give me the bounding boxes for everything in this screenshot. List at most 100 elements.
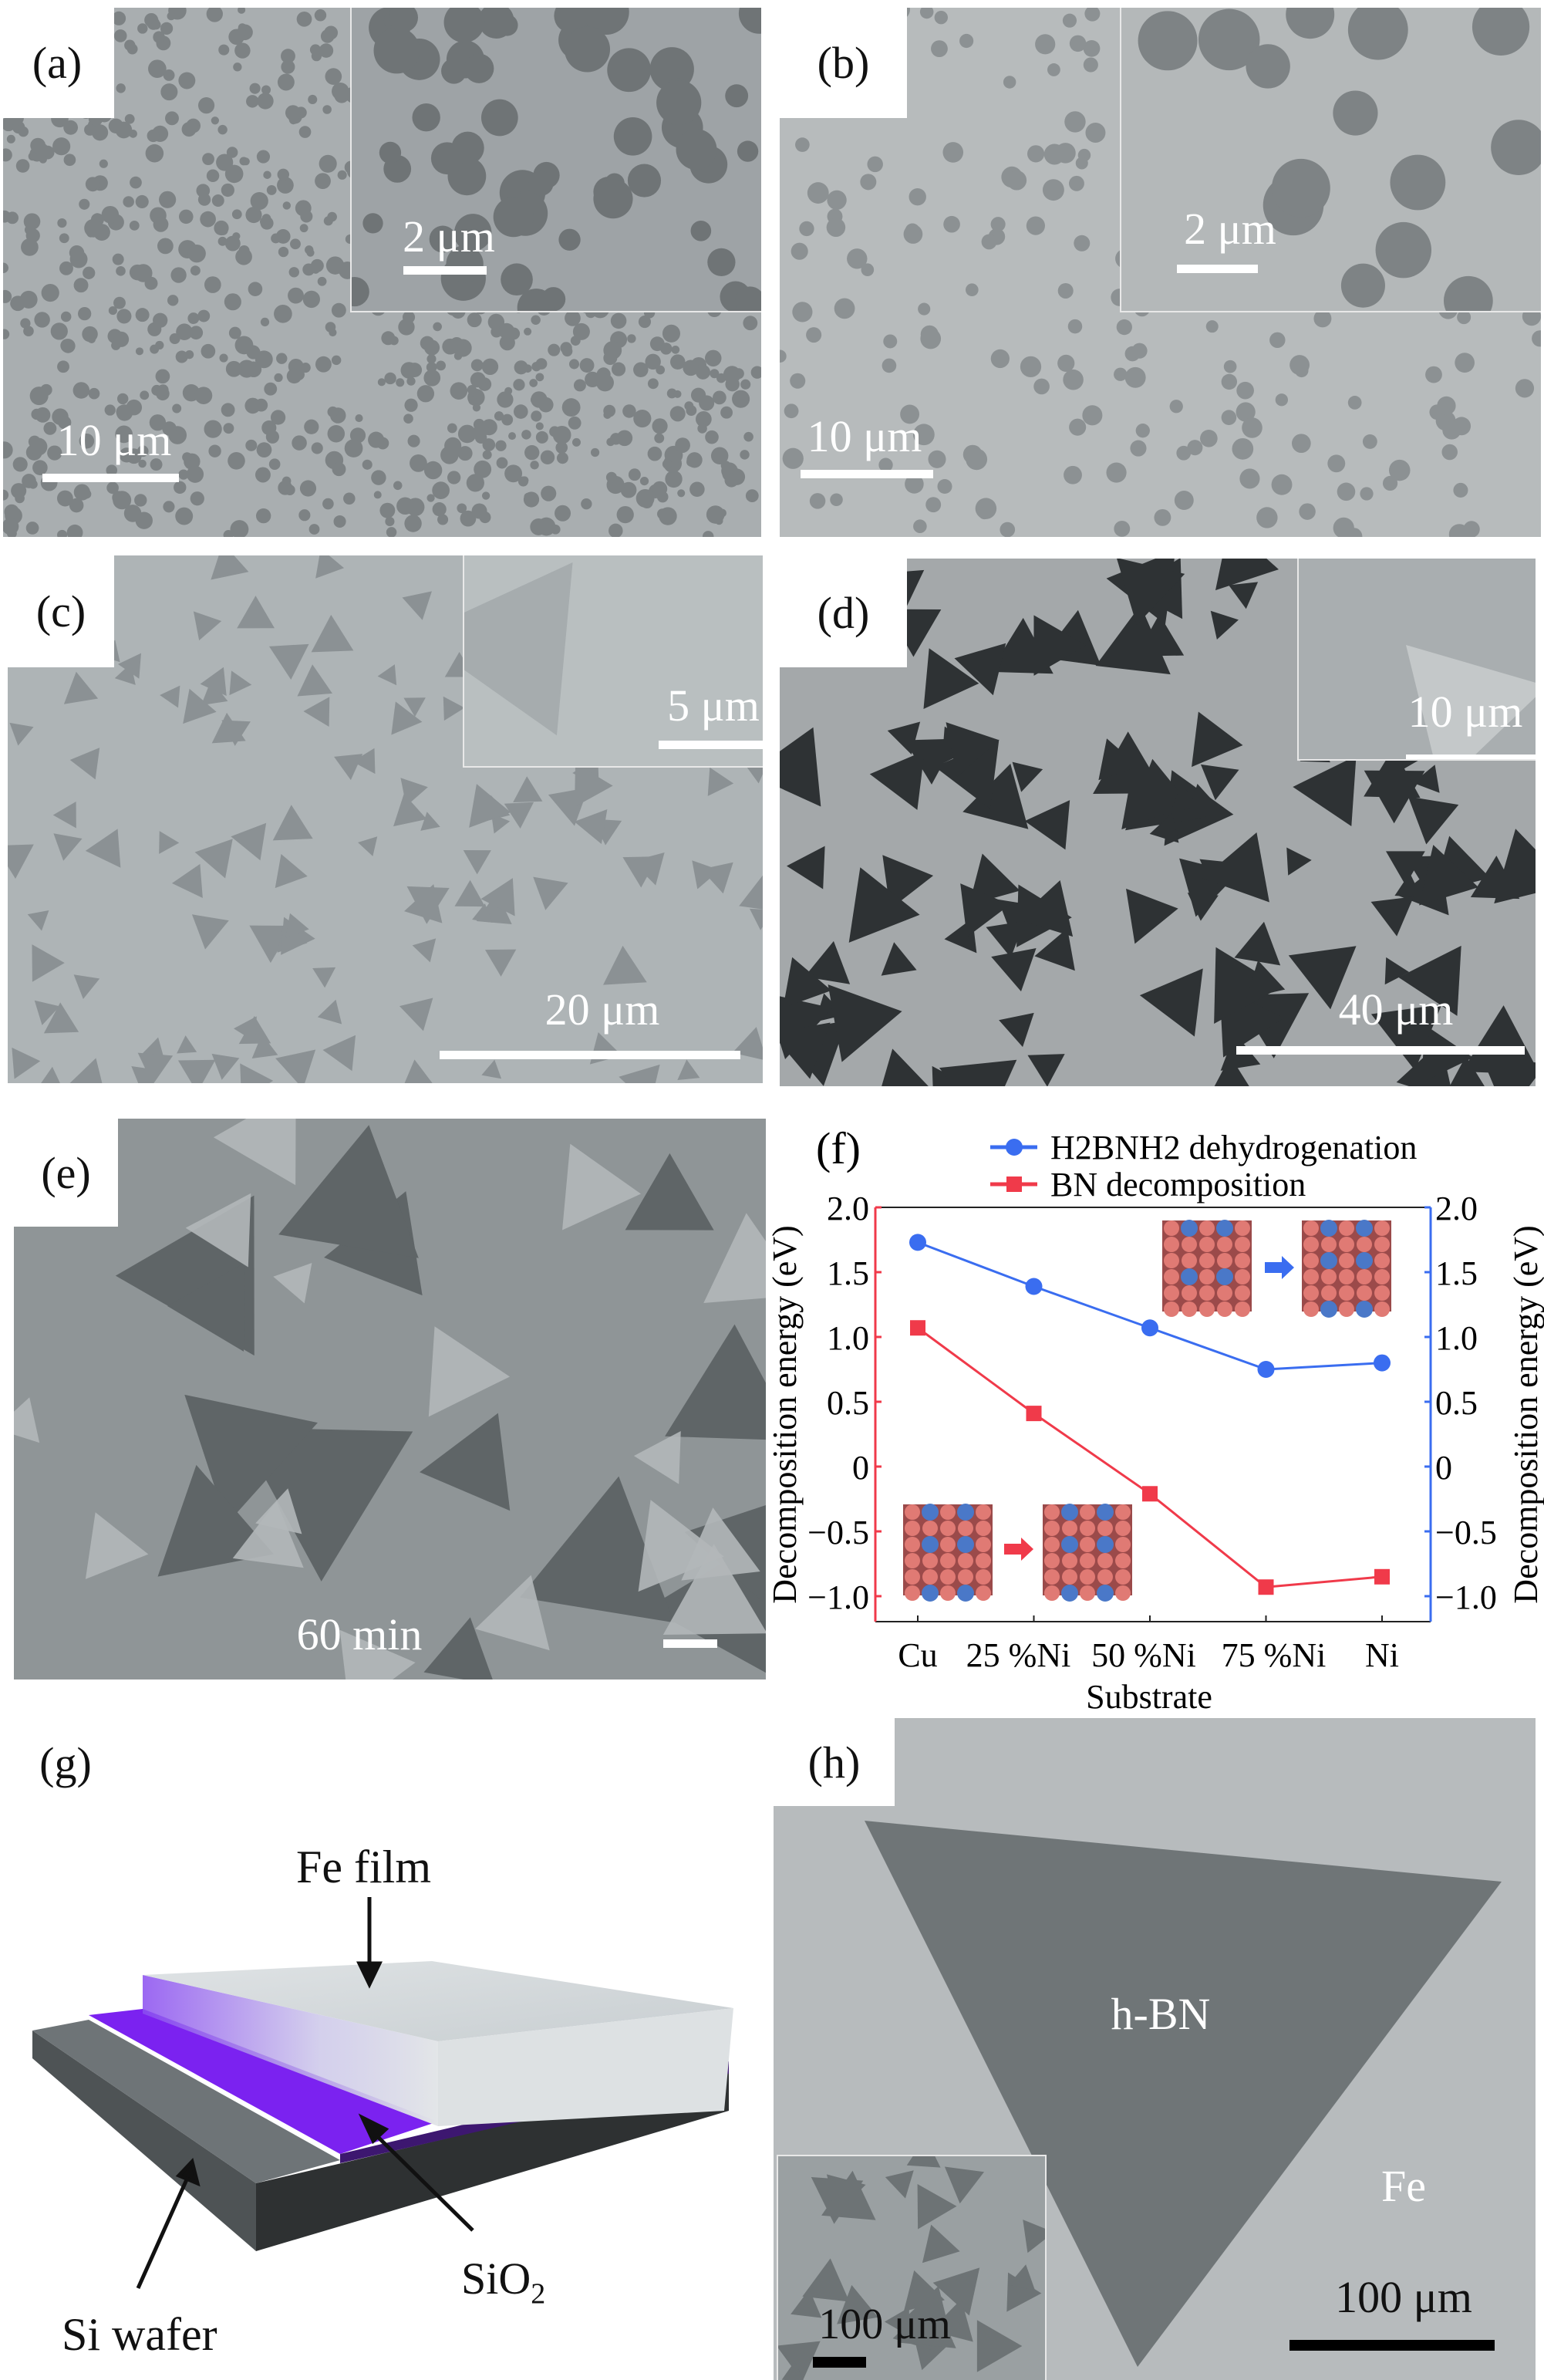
panel-h-label: (h) bbox=[774, 1718, 895, 1806]
island-domain bbox=[480, 99, 518, 137]
island-domain bbox=[228, 326, 241, 339]
triangle-domain bbox=[201, 680, 228, 706]
fe-film-label: Fe film bbox=[296, 1842, 431, 1892]
island-domain bbox=[689, 481, 705, 498]
ni-atom bbox=[957, 1585, 974, 1602]
triangle-domain bbox=[34, 1000, 60, 1025]
triangle-domain bbox=[513, 776, 543, 802]
island-domain bbox=[79, 433, 95, 449]
island-domain bbox=[20, 318, 31, 329]
triangle-domain bbox=[420, 812, 440, 831]
panel-f-chart: (f) 2.0 2.0 1.5 1.5 1.0 1.0 0.5 0.5 0 0 −0.5 −0.5 −1… bbox=[766, 1123, 1544, 1713]
island-domain bbox=[113, 331, 130, 347]
triangle-domain bbox=[334, 754, 363, 781]
island-domain bbox=[573, 379, 586, 392]
island-domain bbox=[572, 322, 590, 340]
cu-atom bbox=[1374, 1269, 1390, 1285]
cu-atom bbox=[940, 1553, 956, 1568]
triangle-domain bbox=[404, 1059, 433, 1083]
triangle-domain bbox=[677, 1059, 700, 1081]
island-domain bbox=[535, 430, 548, 444]
island-domain bbox=[1003, 76, 1016, 89]
island-domain bbox=[579, 358, 595, 373]
island-domain bbox=[628, 468, 641, 481]
island-domain bbox=[18, 126, 29, 137]
island-domain bbox=[447, 423, 457, 434]
island-domain bbox=[73, 278, 89, 293]
triangle-domain bbox=[231, 822, 267, 861]
panel-d-inset-scale-text: 10 μm bbox=[1407, 687, 1523, 737]
legend-label: H2BNH2 dehydrogenation bbox=[1050, 1129, 1417, 1166]
triangle-domain bbox=[472, 903, 493, 923]
island-domain bbox=[942, 142, 964, 163]
island-domain bbox=[635, 488, 655, 508]
island-domain bbox=[21, 238, 39, 256]
island-domain bbox=[186, 465, 204, 483]
triangle-domain bbox=[278, 1125, 419, 1258]
island-domain bbox=[827, 190, 847, 210]
triangle-domain bbox=[1398, 945, 1461, 1016]
cu-atom bbox=[1080, 1569, 1095, 1585]
triangle-domain bbox=[315, 555, 345, 579]
island-domain bbox=[327, 424, 346, 443]
triangle-domain bbox=[882, 1048, 929, 1086]
island-domain bbox=[792, 302, 813, 322]
ni-atom bbox=[1320, 1301, 1337, 1318]
island-domain bbox=[145, 143, 164, 163]
cu-atom bbox=[1182, 1253, 1197, 1268]
triangle-domain bbox=[946, 722, 1000, 778]
island-domain bbox=[6, 134, 15, 143]
island-domain bbox=[531, 410, 542, 422]
island-domain bbox=[135, 308, 150, 322]
island-domain bbox=[467, 384, 477, 395]
island-domain bbox=[84, 218, 103, 238]
triangle-domain bbox=[1095, 605, 1171, 675]
island-domain bbox=[647, 378, 659, 390]
cu-atom bbox=[1164, 1220, 1179, 1236]
island-domain bbox=[1242, 417, 1263, 438]
island-domain bbox=[931, 40, 948, 58]
island-domain bbox=[1313, 309, 1332, 328]
island-domain bbox=[725, 84, 749, 108]
island-domain bbox=[178, 469, 189, 480]
triangle-domain bbox=[520, 1476, 675, 1623]
island-domain bbox=[1042, 179, 1064, 201]
island-domain bbox=[315, 356, 332, 373]
island-domain bbox=[412, 103, 440, 132]
cu-atom bbox=[1235, 1220, 1250, 1236]
cu-atom bbox=[1164, 1253, 1179, 1268]
island-domain bbox=[531, 315, 541, 325]
island-domain bbox=[468, 396, 477, 405]
cu-atom bbox=[940, 1585, 956, 1601]
triangle-domain bbox=[778, 2341, 821, 2380]
island-domain bbox=[238, 360, 256, 378]
data-point bbox=[1142, 1486, 1158, 1502]
island-domain bbox=[261, 85, 271, 95]
island-domain bbox=[218, 44, 230, 56]
island-domain bbox=[319, 43, 334, 58]
island-domain bbox=[202, 153, 214, 166]
triangle-domain bbox=[1461, 1005, 1536, 1075]
island-domain bbox=[737, 140, 759, 162]
island-domain bbox=[223, 530, 234, 537]
island-domain bbox=[493, 197, 534, 238]
island-domain bbox=[433, 322, 442, 332]
island-domain bbox=[385, 516, 395, 527]
triangle-domain bbox=[43, 1002, 79, 1034]
triangle-domain bbox=[234, 1016, 257, 1043]
island-domain bbox=[556, 452, 568, 464]
triangle-domain bbox=[177, 1059, 216, 1083]
cu-atom bbox=[1199, 1253, 1215, 1268]
island-domain bbox=[300, 210, 313, 223]
cu-atom bbox=[1199, 1285, 1215, 1301]
island-domain bbox=[474, 460, 492, 478]
triangle-domain bbox=[1364, 748, 1421, 798]
triangle-domain bbox=[14, 1397, 40, 1443]
island-domain bbox=[1239, 468, 1260, 489]
triangle-domain bbox=[1234, 921, 1281, 966]
island-domain bbox=[169, 333, 180, 345]
island-domain bbox=[277, 73, 295, 91]
triangle-domain bbox=[393, 793, 427, 827]
legend-marker bbox=[1006, 1176, 1022, 1192]
x-tick-label: 75 %Ni bbox=[1222, 1636, 1327, 1674]
